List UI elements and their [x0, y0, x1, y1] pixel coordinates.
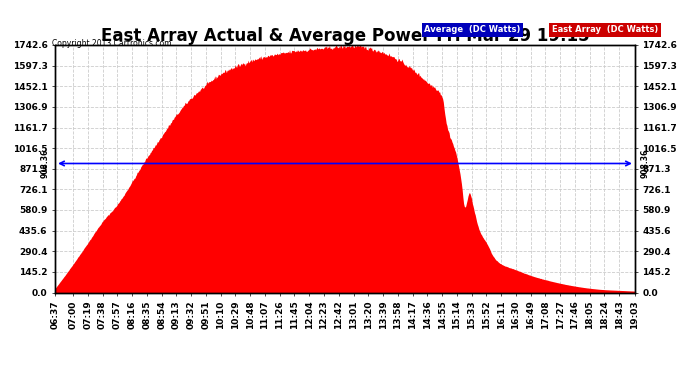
Text: 908.36: 908.36	[41, 149, 50, 178]
Text: Copyright 2013 Cartronics.com: Copyright 2013 Cartronics.com	[52, 39, 171, 48]
Text: East Array  (DC Watts): East Array (DC Watts)	[552, 26, 658, 34]
Title: East Array Actual & Average Power Fri Mar 29 19:15: East Array Actual & Average Power Fri Ma…	[101, 27, 589, 45]
Text: Average  (DC Watts): Average (DC Watts)	[424, 26, 521, 34]
Text: 908.36: 908.36	[640, 149, 649, 178]
